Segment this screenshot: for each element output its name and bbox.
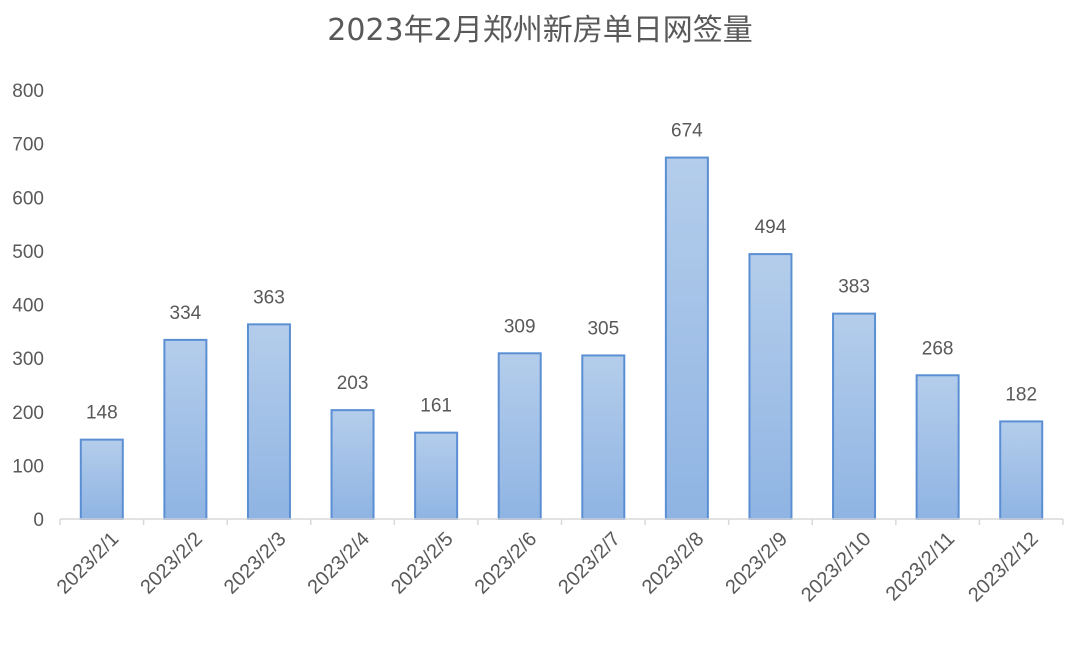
data-labels-group: 148 334 363 203 161 309 305 674 494 383 268 182 [86, 121, 1037, 424]
x-tick-label: 2023/2/2 [136, 528, 207, 599]
bar [79, 438, 124, 521]
x-tick-label: 2023/2/1 [53, 528, 124, 599]
bar [832, 312, 877, 520]
y-tick-label: 200 [12, 403, 44, 424]
y-tick-label: 400 [12, 296, 44, 317]
y-tick-label: 300 [12, 349, 44, 370]
x-tick-label: 2023/2/12 [964, 528, 1042, 606]
data-label: 334 [170, 303, 202, 324]
y-tick-label: 600 [12, 188, 44, 209]
x-tick-label: 2023/2/3 [220, 528, 291, 599]
x-tick-label: 2023/2/5 [387, 528, 458, 599]
bar [163, 338, 208, 520]
x-tick-label: 2023/2/11 [882, 528, 959, 605]
data-label: 363 [253, 287, 285, 308]
data-label: 203 [337, 373, 369, 394]
x-tick-label: 2023/2/4 [303, 528, 374, 599]
x-tick-label: 2023/2/8 [638, 528, 709, 599]
bars-group [79, 156, 1044, 521]
data-label: 148 [86, 403, 118, 424]
y-tick-label: 700 [12, 135, 44, 156]
bar [748, 253, 793, 520]
chart-title: 2023年2月郑州新房单日网签量 [327, 13, 752, 48]
x-tick-label: 2023/2/7 [554, 528, 625, 599]
data-label: 268 [922, 338, 954, 359]
x-tick-label: 2023/2/6 [471, 528, 542, 599]
data-label: 161 [420, 396, 452, 417]
bar [664, 156, 709, 520]
x-tick-label: 2023/2/10 [797, 528, 875, 606]
y-tick-label: 0 [33, 510, 44, 531]
bar [915, 374, 960, 520]
y-tick-label: 500 [12, 242, 44, 263]
data-label: 309 [504, 316, 536, 337]
bar [999, 420, 1044, 520]
data-label: 494 [755, 217, 787, 238]
x-axis: 2023/2/1 2023/2/2 2023/2/3 2023/2/4 2023/2/5… [53, 518, 1064, 606]
y-tick-label: 100 [12, 456, 44, 477]
data-label: 674 [671, 121, 703, 142]
y-tick-label: 800 [12, 81, 44, 102]
data-label: 383 [838, 277, 870, 298]
bar [414, 431, 459, 521]
bar [497, 352, 542, 520]
data-label: 182 [1005, 384, 1037, 405]
data-label: 305 [587, 318, 619, 339]
bar [330, 409, 375, 520]
bar [246, 323, 291, 520]
x-tick-label: 2023/2/9 [721, 528, 792, 599]
bar [581, 354, 626, 520]
y-axis: 0 100 200 300 400 500 600 700 800 [12, 81, 44, 531]
